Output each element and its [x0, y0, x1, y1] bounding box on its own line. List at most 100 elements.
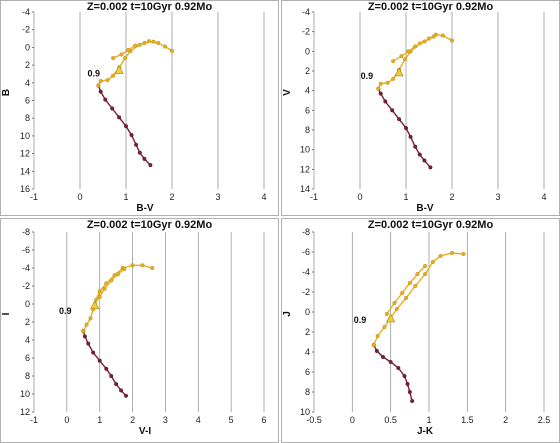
data-point — [122, 266, 127, 271]
mass-annotation: 0.9 — [361, 71, 374, 81]
data-point — [413, 284, 418, 289]
turnoff-marker — [114, 64, 124, 74]
x-tick-label: 0 — [357, 192, 362, 202]
chart-panel-4: Z=0.002 t=10Gyr 0.92Mo -0.5 0 0.5 1 1.5 2 2.5 -8… — [281, 218, 560, 443]
data-point — [378, 91, 383, 96]
y-tick-label: -6 — [22, 245, 30, 255]
data-point — [390, 108, 395, 113]
y-tick-label: 8 — [25, 113, 30, 123]
x-axis-label: B-V — [136, 203, 154, 214]
data-point — [110, 106, 115, 111]
y-tick-label: 16 — [20, 184, 30, 194]
y-tick-label: -2 — [302, 287, 310, 297]
data-point — [405, 382, 410, 387]
y-tick-label: 12 — [20, 407, 30, 417]
y-tick-label: 4 — [305, 347, 310, 357]
y-tick-label: 0 — [305, 46, 310, 56]
data-point — [119, 388, 124, 393]
data-point — [450, 250, 455, 255]
data-point — [114, 382, 119, 387]
data-point — [97, 289, 102, 294]
data-point — [123, 56, 128, 61]
data-point — [123, 393, 128, 398]
y-tick-label: 8 — [305, 387, 310, 397]
y-tick-label: 10 — [20, 131, 30, 141]
data-point — [140, 263, 145, 268]
chart-title: Z=0.002 t=10Gyr 0.92Mo — [368, 1, 494, 13]
chart-panel-2: Z=0.002 t=10Gyr 0.92Mo-1 0 1 2 3 4-4-20246810… — [281, 0, 560, 216]
data-point — [392, 301, 397, 306]
y-tick-label: 0 — [305, 307, 310, 317]
data-point — [407, 281, 412, 286]
y-axis-label: V — [282, 89, 293, 96]
x-tick-label: -1 — [30, 192, 38, 202]
y-tick-label: 6 — [305, 367, 310, 377]
y-tick-label: 14 — [20, 166, 30, 176]
panel-frame — [0, 0, 279, 216]
y-axis-label: J — [282, 311, 293, 317]
x-tick-label: 1 — [97, 415, 102, 425]
y-tick-label: 0 — [25, 299, 30, 309]
panel-frame — [281, 218, 560, 443]
data-point — [109, 278, 114, 283]
x-tick-label: 2 — [130, 415, 135, 425]
mass-annotation: 0.9 — [88, 69, 101, 79]
data-point — [423, 264, 428, 269]
data-point — [404, 126, 409, 131]
data-point — [156, 40, 161, 45]
data-point — [382, 325, 387, 330]
x-tick-label: 4 — [261, 192, 266, 202]
x-tick-label: 6 — [261, 415, 266, 425]
y-tick-label: 8 — [305, 125, 310, 135]
data-point — [404, 296, 409, 301]
x-tick-label: 3 — [215, 192, 220, 202]
data-point — [119, 52, 124, 57]
data-point — [150, 266, 155, 271]
y-tick-label: 10 — [300, 145, 310, 155]
chart-panel-3: Z=0.002 t=10Gyr 0.92Mo-1 0 1 2 3 4 5 6-8-6-4-20… — [0, 218, 279, 443]
y-tick-label: 6 — [25, 353, 30, 363]
data-point — [148, 163, 153, 168]
data-point — [376, 86, 381, 91]
x-tick-label: 3 — [495, 192, 500, 202]
data-point — [383, 99, 388, 104]
y-tick-label: -4 — [22, 263, 30, 273]
x-tick-label: 0 — [350, 415, 355, 425]
data-point — [84, 322, 89, 327]
data-point — [123, 124, 128, 129]
data-point — [126, 48, 131, 53]
data-point — [130, 263, 135, 268]
data-point — [430, 260, 435, 265]
y-tick-label: 4 — [305, 86, 310, 96]
chart-title: Z=0.002 t=10Gyr 0.92Mo — [87, 219, 213, 231]
x-tick-label: -1 — [30, 415, 38, 425]
data-point — [399, 54, 404, 59]
y-axis-label: I — [1, 312, 12, 315]
data-point — [408, 134, 413, 139]
x-axis-label: J-K — [417, 426, 434, 437]
y-tick-label: -2 — [22, 25, 30, 35]
y-tick-label: 6 — [25, 96, 30, 106]
data-point — [98, 79, 103, 84]
data-point — [396, 366, 401, 371]
data-point — [384, 312, 389, 317]
mass-annotation: 0.9 — [59, 306, 72, 316]
data-point — [440, 33, 445, 38]
x-tick-label: 0.5 — [384, 415, 397, 425]
data-point — [415, 272, 420, 277]
data-point — [88, 316, 93, 321]
data-point — [406, 49, 411, 54]
data-point — [111, 73, 116, 78]
y-tick-label: 10 — [300, 407, 310, 417]
turnoff-marker — [386, 313, 396, 323]
data-point — [385, 80, 390, 85]
y-tick-label: 14 — [300, 184, 310, 194]
y-tick-label: 2 — [25, 317, 30, 327]
panel-frame — [0, 218, 279, 443]
x-tick-label: 3 — [163, 415, 168, 425]
data-point — [98, 89, 103, 94]
data-point — [403, 57, 408, 62]
data-point — [431, 34, 436, 39]
data-point — [163, 44, 168, 49]
data-point — [397, 117, 402, 122]
